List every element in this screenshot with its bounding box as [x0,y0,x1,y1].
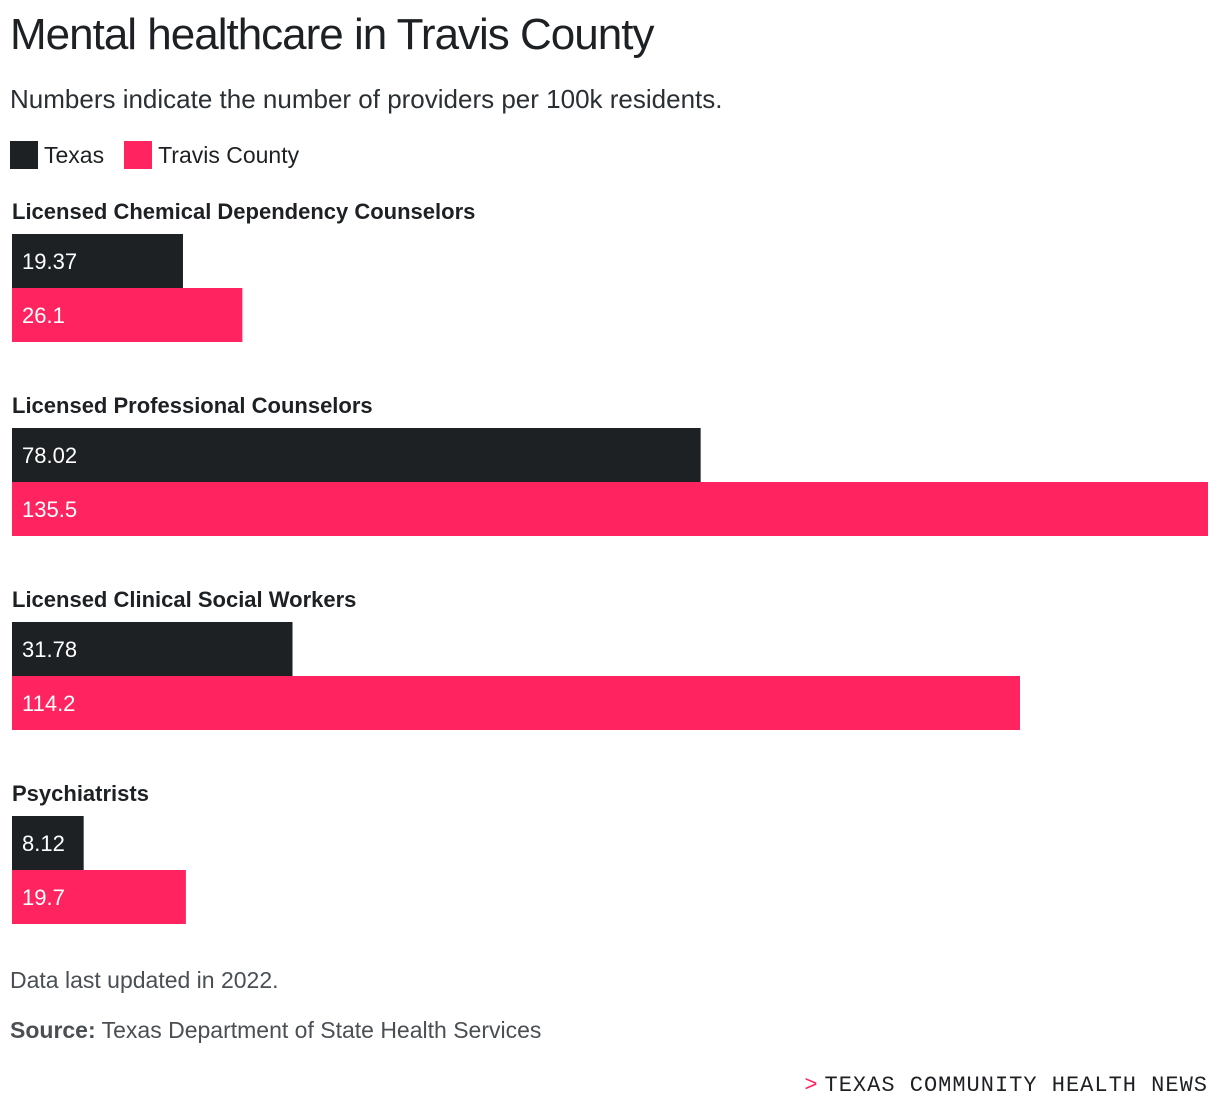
value-label-texas-licensed-professional-counselors: 78.02 [22,443,77,468]
brand-chevron-icon: > [804,1073,818,1098]
value-label-texas-licensed-chemical-dependency-counselors: 19.37 [22,249,77,274]
value-label-texas-licensed-clinical-social-workers: 31.78 [22,637,77,662]
category-label-licensed-professional-counselors: Licensed Professional Counselors [12,393,373,418]
category-label-licensed-chemical-dependency-counselors: Licensed Chemical Dependency Counselors [12,199,475,224]
category-label-licensed-clinical-social-workers: Licensed Clinical Social Workers [12,587,356,612]
brand-footer: > TEXAS COMMUNITY HEALTH NEWS [804,1073,1208,1098]
bar-travis-county-licensed-professional-counselors [12,482,1208,536]
bar-travis-county-licensed-clinical-social-workers [12,676,1020,730]
value-label-travis-county-licensed-chemical-dependency-counselors: 26.1 [22,303,65,328]
category-label-psychiatrists: Psychiatrists [12,781,149,806]
source-text: Texas Department of State Health Service… [102,1017,542,1043]
brand-name: TEXAS COMMUNITY HEALTH NEWS [825,1073,1208,1098]
value-label-texas-psychiatrists: 8.12 [22,831,65,856]
source-label: Source: [10,1017,96,1043]
value-label-travis-county-licensed-clinical-social-workers: 114.2 [22,691,75,716]
value-label-travis-county-psychiatrists: 19.7 [22,885,65,910]
bar-chart: Licensed Chemical Dependency Counselors 1… [0,0,1220,960]
data-updated-note: Data last updated in 2022. [10,967,279,994]
bar-texas-licensed-professional-counselors [12,428,701,482]
source-line: Source: Texas Department of State Health… [10,1017,541,1044]
value-label-travis-county-licensed-professional-counselors: 135.5 [22,497,77,522]
